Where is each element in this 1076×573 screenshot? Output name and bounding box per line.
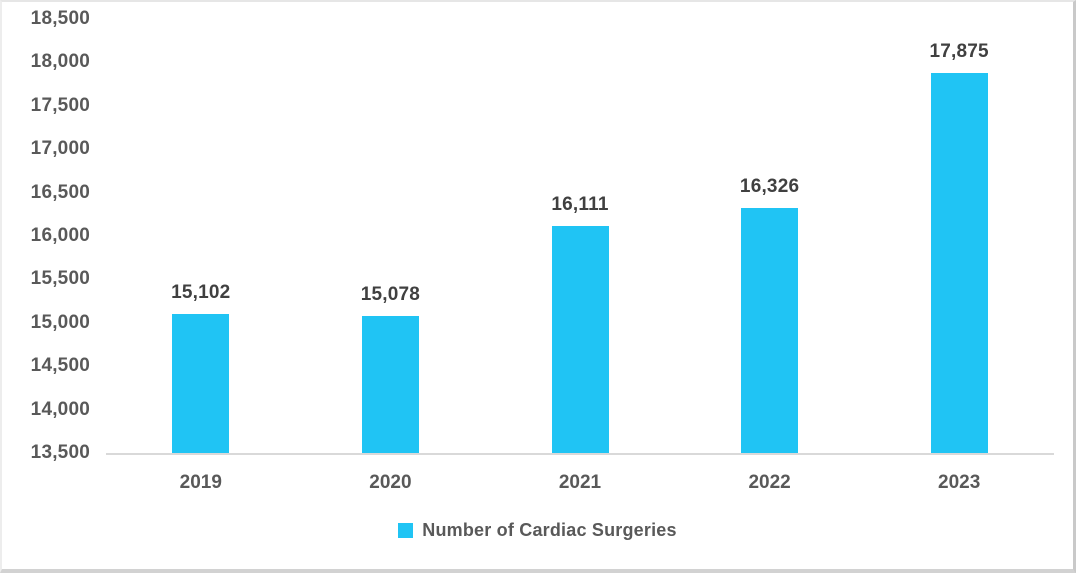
x-axis-tick-label: 2022	[748, 472, 791, 493]
y-axis-tick-label: 17,000	[30, 138, 90, 160]
y-axis-tick-label: 15,500	[30, 268, 90, 290]
x-axis-tick-label: 2019	[179, 472, 222, 493]
bar-value-label: 15,102	[171, 281, 231, 303]
x-axis-tick-label: 2020	[369, 472, 412, 493]
bar-2022	[741, 207, 799, 453]
y-axis-tick-label: 18,500	[30, 8, 90, 29]
y-axis-tick-label: 16,000	[30, 225, 90, 246]
legend-label: Number of Cardiac Surgeries	[422, 520, 677, 540]
legend: Number of Cardiac Surgeries	[2, 520, 1073, 541]
x-axis-tick-label: 2023	[938, 472, 981, 493]
y-axis-tick-label: 18,000	[30, 51, 90, 73]
bar-value-label: 16,111	[551, 194, 609, 216]
bar-2021	[551, 226, 609, 453]
y-axis-tick-label: 16,500	[30, 181, 90, 203]
y-axis-tick-label: 13,500	[30, 442, 90, 463]
bar-2023	[930, 73, 988, 453]
x-axis-tick-label: 2021	[558, 472, 602, 493]
bar-2019	[172, 313, 230, 453]
bar-value-label: 15,078	[360, 284, 421, 306]
bar-value-label: 16,326	[739, 175, 800, 197]
legend-swatch-icon	[398, 523, 414, 538]
x-axis-line	[106, 453, 1054, 455]
y-axis-tick-label: 15,000	[30, 311, 90, 333]
y-axis-tick-label: 14,000	[30, 398, 90, 420]
bar-2020	[361, 316, 419, 453]
y-axis-tick-label: 14,500	[30, 355, 90, 377]
y-axis: 18,500 18,000 17,500 17,000 16,500 16,000 15,5…	[2, 2, 90, 569]
y-axis-tick-label: 17,500	[30, 94, 90, 116]
bar-value-label: 17,875	[929, 41, 989, 63]
